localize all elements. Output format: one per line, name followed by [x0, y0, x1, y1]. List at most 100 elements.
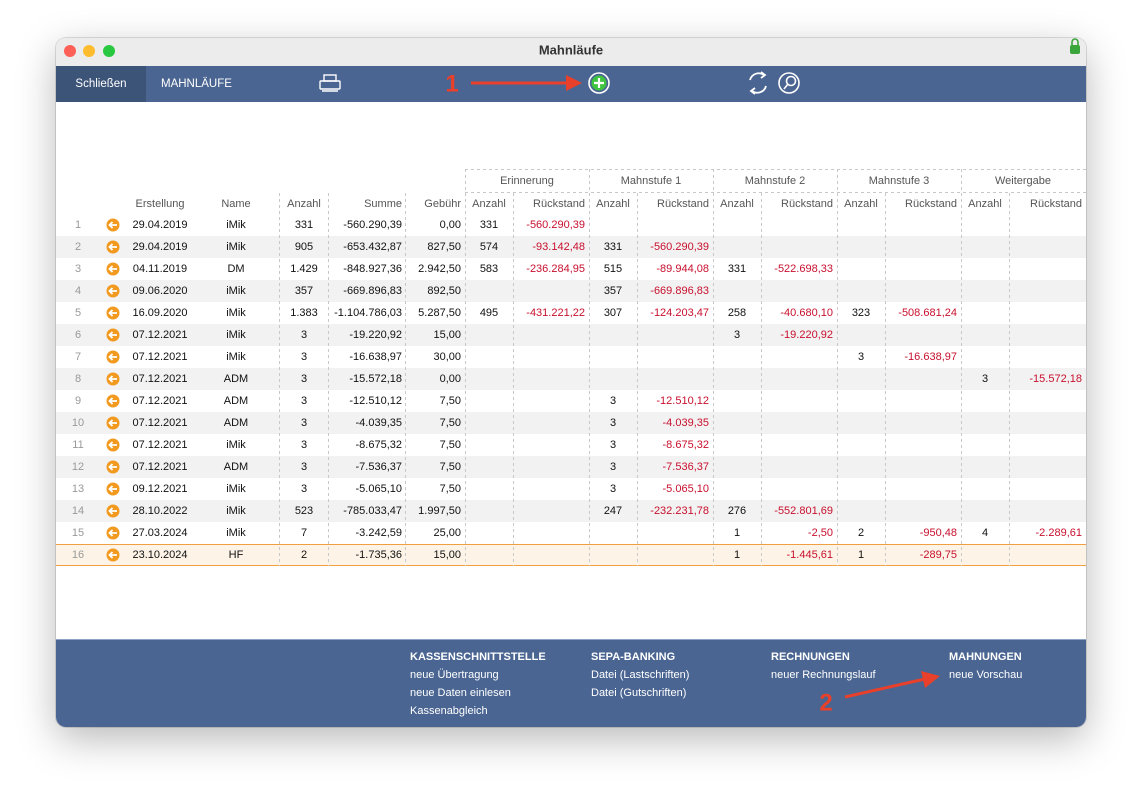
cell: -669.896,83 [650, 285, 709, 297]
cell: -560.290,39 [650, 241, 709, 253]
cell: 331 [728, 263, 746, 275]
zoom-dot[interactable] [103, 45, 115, 57]
cell: -3.242,59 [356, 527, 402, 539]
footer-link[interactable]: neue Daten einlesen [410, 687, 511, 699]
cell: 583 [480, 263, 498, 275]
footer-link[interactable]: Datei (Gutschriften) [591, 687, 686, 699]
annotation-number: 1 [445, 70, 458, 97]
close-button[interactable]: Schließen [75, 78, 126, 90]
column-header: Anzahl [968, 198, 1002, 210]
cell: 523 [295, 505, 313, 517]
title-bar [56, 38, 1086, 66]
row-number: 13 [72, 483, 84, 495]
cell: 3 [610, 483, 616, 495]
column-header: Anzahl [720, 198, 754, 210]
cell: 307 [604, 307, 622, 319]
row-number: 6 [75, 329, 81, 341]
close-button-bg[interactable] [56, 66, 146, 102]
minimize-dot[interactable] [83, 45, 95, 57]
cell: 7,50 [440, 439, 461, 451]
cell: 07.12.2021 [132, 351, 187, 363]
search-icon[interactable] [778, 72, 800, 94]
add-icon[interactable] [588, 72, 610, 94]
cell: 16.09.2020 [132, 307, 187, 319]
cell: 276 [728, 505, 746, 517]
cell: 3 [301, 461, 307, 473]
cell: 1.997,50 [418, 505, 461, 517]
cell: -8.675,32 [663, 439, 709, 451]
cell: 15,00 [433, 329, 461, 341]
footer-link[interactable]: Kassenabgleich [410, 705, 488, 717]
row-bg [56, 280, 1086, 302]
footer-heading: KASSENSCHNITTSTELLE [410, 651, 546, 663]
close-dot[interactable] [64, 45, 76, 57]
row-number: 10 [72, 417, 84, 429]
cell: 3 [610, 395, 616, 407]
cell: 7,50 [440, 461, 461, 473]
column-header: Rückstand [657, 198, 709, 210]
cell: -848.927,36 [343, 263, 402, 275]
cell: ADM [224, 373, 248, 385]
cell: iMik [226, 285, 246, 297]
cell: 28.10.2022 [132, 505, 187, 517]
column-header: Rückstand [1030, 198, 1082, 210]
open-icon-arrow [108, 507, 117, 515]
footer-link[interactable]: Datei (Lastschriften) [591, 669, 689, 681]
cell: 1.429 [290, 263, 318, 275]
cell: 07.12.2021 [132, 395, 187, 407]
cell: ADM [224, 461, 248, 473]
cell: 827,50 [427, 241, 461, 253]
row-number: 1 [75, 219, 81, 231]
column-header: Rückstand [533, 198, 585, 210]
open-icon-arrow [108, 287, 117, 295]
cell: 3 [610, 417, 616, 429]
footer-link[interactable]: neue Übertragung [410, 669, 499, 681]
cell: 331 [604, 241, 622, 253]
row-bg [56, 412, 1086, 434]
footer-heading: RECHNUNGEN [771, 651, 850, 663]
footer-heading: SEPA-BANKING [591, 651, 675, 663]
footer-link[interactable]: neue Vorschau [949, 669, 1022, 681]
cell: -2,50 [808, 527, 833, 539]
cell: -16.638,97 [349, 351, 402, 363]
cell: -16.638,97 [904, 351, 957, 363]
cell: 25,00 [433, 527, 461, 539]
cell: 3 [982, 373, 988, 385]
cell: -4.039,35 [663, 417, 709, 429]
column-header: Anzahl [844, 198, 878, 210]
cell: iMik [226, 505, 246, 517]
cell: 7,50 [440, 417, 461, 429]
cell: 30,00 [433, 351, 461, 363]
table: Erinnerung Mahnstufe 1 Mahnstufe 2 Mahnstuf… [56, 169, 1086, 566]
open-icon-arrow [108, 375, 117, 383]
refresh-icon[interactable] [749, 71, 767, 95]
annotation-arrowhead [566, 75, 582, 91]
section-label: MAHNLÄUFE [161, 78, 232, 90]
cell: 331 [480, 219, 498, 231]
cell: 3 [301, 483, 307, 495]
print-icon[interactable] [319, 74, 341, 92]
footer-link[interactable]: neuer Rechnungslauf [771, 669, 877, 681]
cell: 2.942,50 [418, 263, 461, 275]
open-icon-arrow [108, 529, 117, 537]
cell: -1.445,61 [787, 549, 833, 561]
row-number: 14 [72, 505, 84, 517]
group-header: Mahnstufe 2 [745, 175, 806, 187]
row-number: 12 [72, 461, 84, 473]
cell: -5.065,10 [356, 483, 402, 495]
cell: 3 [301, 351, 307, 363]
group-header: Erinnerung [500, 175, 554, 187]
cell: 905 [295, 241, 313, 253]
cell: -19.220,92 [349, 329, 402, 341]
row-bg [56, 544, 1086, 566]
column-header: Rückstand [905, 198, 957, 210]
cell: -12.510,12 [349, 395, 402, 407]
column-header: Gebühr [424, 198, 461, 210]
cell: -7.536,37 [356, 461, 402, 473]
cell: 0,00 [440, 219, 461, 231]
cell: -124.203,47 [650, 307, 709, 319]
row-bg [56, 500, 1086, 522]
cell: 3 [610, 461, 616, 473]
cell: 07.12.2021 [132, 439, 187, 451]
row-number: 8 [75, 373, 81, 385]
